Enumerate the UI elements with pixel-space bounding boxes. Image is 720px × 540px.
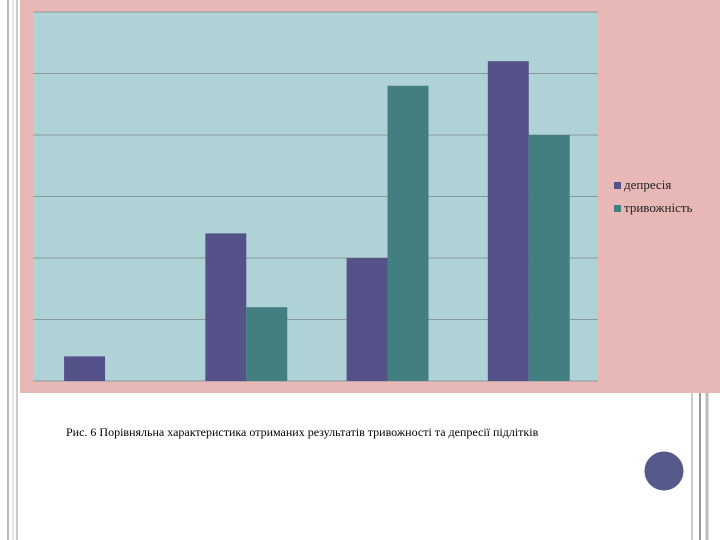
caption: Рис. 6 Порівняльна характеристика отрима… bbox=[66, 425, 539, 439]
bar bbox=[246, 307, 288, 381]
bar bbox=[387, 85, 429, 382]
legend-label: тривожність bbox=[624, 200, 693, 215]
bar bbox=[487, 61, 529, 381]
decor-circle bbox=[641, 448, 687, 494]
bar bbox=[528, 135, 570, 381]
legend-label: депресія bbox=[624, 177, 671, 192]
bar bbox=[64, 356, 106, 381]
bar bbox=[205, 233, 247, 381]
legend-swatch bbox=[614, 205, 621, 212]
bar bbox=[346, 258, 388, 381]
legend-swatch bbox=[614, 182, 621, 189]
